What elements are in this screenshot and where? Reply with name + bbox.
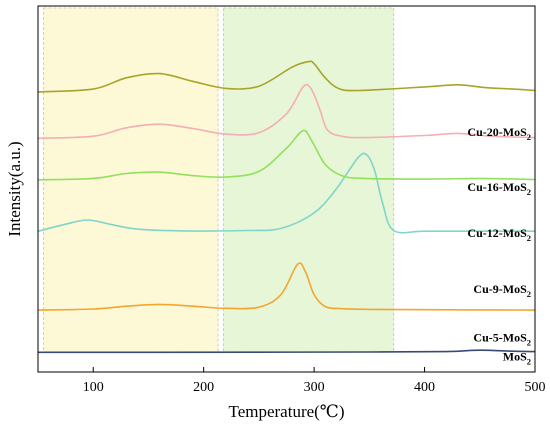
x-tick-label: 500 — [525, 380, 546, 395]
x-tick-label: 200 — [193, 380, 214, 395]
series-label-cu-16-mos2: Cu-16-MoS2 — [467, 180, 531, 197]
series-line-mos2 — [38, 349, 536, 354]
series-label-cu-12-mos2: Cu-12-MoS2 — [467, 226, 531, 243]
series-line-cu-9-mos2 — [37, 152, 535, 234]
x-tick-label: 400 — [414, 380, 435, 395]
series-label-mos2: MoS2 — [503, 350, 531, 367]
series-line-cu-16-mos2 — [37, 83, 536, 140]
series-labels: MoS2 Cu-5-MoS2 Cu-9-MoS2 Cu-12-MoS2 Cu-16-Mo… — [467, 125, 531, 367]
series-label-cu-9-mos2: Cu-9-MoS2 — [473, 282, 531, 299]
series-line-cu-12-mos2 — [37, 129, 536, 181]
series-line-cu-20-mos2 — [37, 60, 536, 93]
x-tick-label: 100 — [83, 380, 104, 395]
highlight-region-2 — [223, 7, 395, 353]
series-label-cu-5-mos2: Cu-5-MoS2 — [473, 331, 531, 348]
series-lines — [37, 60, 536, 354]
series-label-cu-20-mos2: Cu-20-MoS2 — [467, 125, 531, 142]
series-line-cu-5-mos2 — [37, 262, 536, 311]
highlight-regions — [43, 7, 395, 353]
x-axis-title: Temperature(℃) — [229, 402, 345, 421]
x-tick-label: 300 — [304, 380, 325, 395]
x-axis-ticks: 100 200 300 400 500 — [83, 367, 546, 395]
plot-frame — [37, 5, 536, 373]
y-axis-title: Intensity(a.u.) — [5, 141, 24, 236]
